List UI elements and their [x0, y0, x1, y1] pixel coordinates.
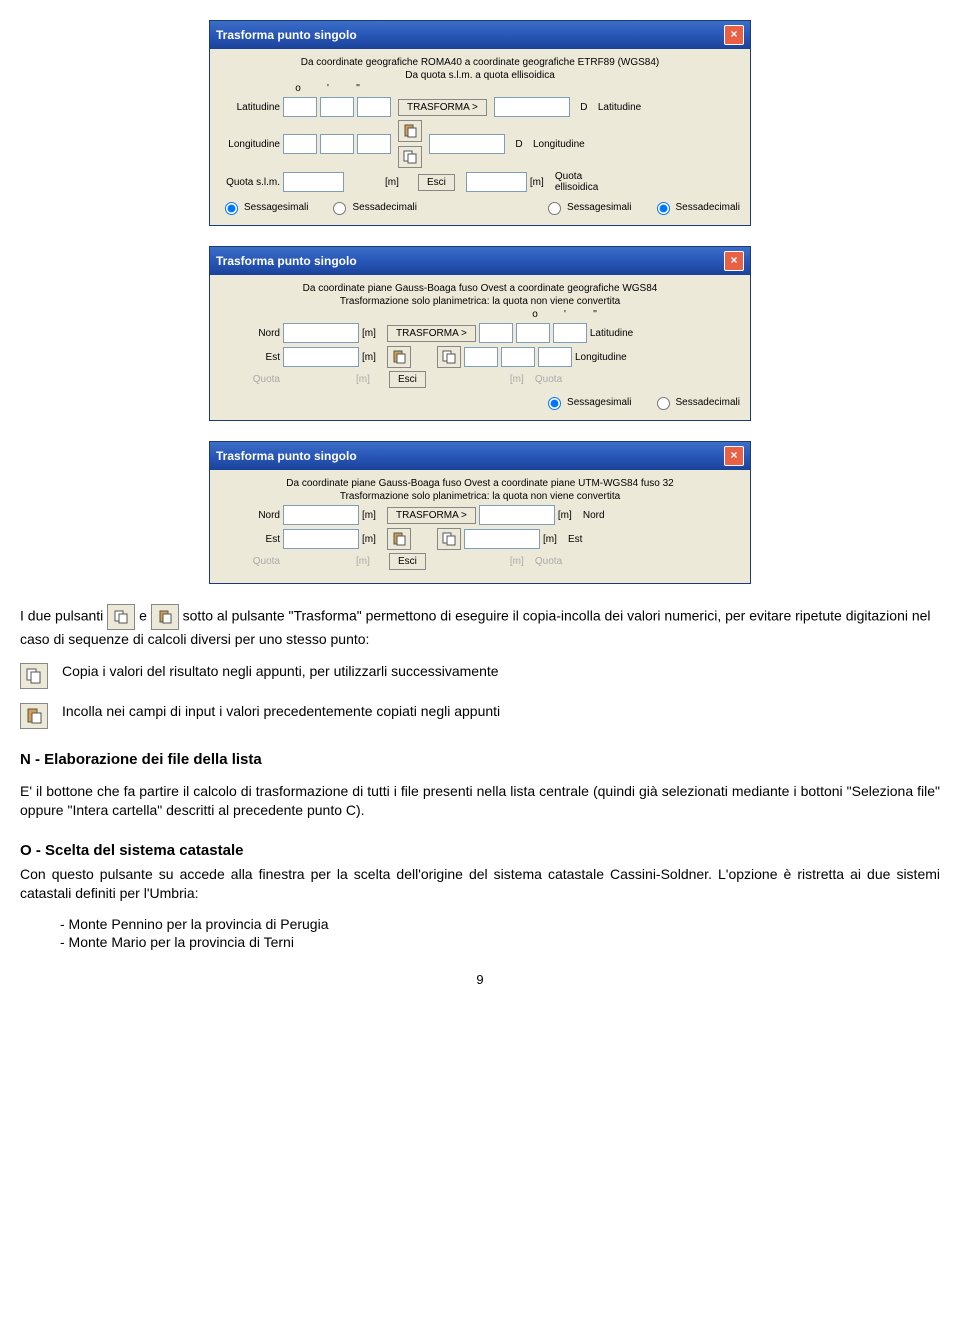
dialog-title: Trasforma punto singolo [216, 28, 357, 42]
copy-icon[interactable] [398, 146, 422, 168]
bullet-2: - Monte Mario per la provincia di Terni [60, 934, 940, 950]
paste-desc: Incolla nei campi di input i valori prec… [62, 703, 500, 719]
radio-sessag-r[interactable]: Sessagesimali [543, 199, 631, 215]
exit-button[interactable]: Esci [418, 174, 455, 191]
out-lon-m[interactable] [501, 347, 535, 367]
exit-button[interactable]: Esci [389, 371, 426, 388]
titlebar: Trasforma punto singolo × [210, 21, 750, 49]
copy-icon [20, 663, 48, 689]
out-lat-m[interactable] [516, 323, 550, 343]
label-quota: Quota [220, 556, 280, 567]
radio-sessag-l[interactable]: Sessagesimali [220, 199, 308, 215]
out-quota-input[interactable] [466, 172, 527, 192]
lat-deg-input[interactable] [283, 97, 317, 117]
exit-button[interactable]: Esci [389, 553, 426, 570]
transform-button[interactable]: TRASFORMA > [387, 325, 476, 342]
label-nord: Nord [220, 510, 280, 521]
lon-sec-input[interactable] [357, 134, 391, 154]
label-lon: Longitudine [220, 139, 280, 150]
bullet-1: - Monte Pennino per la provincia di Peru… [60, 916, 940, 932]
est-input[interactable] [283, 347, 359, 367]
label-nord: Nord [220, 328, 280, 339]
titlebar: Trasforma punto singolo × [210, 442, 750, 470]
copy-icon [107, 604, 135, 630]
label-lat: Latitudine [220, 102, 280, 113]
dialog-transform-3: Trasforma punto singolo × Da coordinate … [209, 441, 751, 584]
bullet-list: - Monte Pennino per la provincia di Peru… [60, 916, 940, 950]
paragraph-o: Con questo pulsante su accede alla fines… [20, 865, 940, 903]
close-icon[interactable]: × [724, 446, 744, 466]
heading-o: O - Scelta del sistema catastale [20, 842, 940, 859]
label-est: Est [220, 534, 280, 545]
radio-sessad-r[interactable]: Sessadecimali [652, 394, 740, 410]
radio-sessad-l[interactable]: Sessadecimali [328, 199, 416, 215]
page-number: 9 [20, 972, 940, 987]
desc-line-2: Trasformazione solo planimetrica: la quo… [220, 491, 740, 502]
dialog-title: Trasforma punto singolo [216, 449, 357, 463]
desc-line-1: Da coordinate piane Gauss-Boaga fuso Ove… [220, 283, 740, 294]
copy-desc: Copia i valori del risultato negli appun… [62, 663, 499, 679]
out-lat-s[interactable] [553, 323, 587, 343]
radio-sessag-r[interactable]: Sessagesimali [543, 394, 631, 410]
desc-line-1: Da coordinate geografiche ROMA40 a coord… [220, 57, 740, 68]
quota-input[interactable] [283, 172, 344, 192]
dialog-transform-1: Trasforma punto singolo × Da coordinate … [209, 20, 751, 226]
desc-line-2: Da quota s.l.m. a quota ellisoidica [220, 70, 740, 81]
close-icon[interactable]: × [724, 25, 744, 45]
dialog-title: Trasforma punto singolo [216, 254, 357, 268]
paste-icon[interactable] [387, 528, 411, 550]
nord-input[interactable] [283, 323, 359, 343]
lon-min-input[interactable] [320, 134, 354, 154]
paste-icon[interactable] [398, 120, 422, 142]
nord-input[interactable] [283, 505, 359, 525]
paragraph-intro: I due pulsanti e sotto al pulsante "Tras… [20, 604, 940, 649]
paragraph-n: E' il bottone che fa partire il calcolo … [20, 782, 940, 820]
copy-icon[interactable] [437, 346, 461, 368]
lat-min-input[interactable] [320, 97, 354, 117]
dialog-transform-2: Trasforma punto singolo × Da coordinate … [209, 246, 751, 421]
lon-deg-input[interactable] [283, 134, 317, 154]
lat-sec-input[interactable] [357, 97, 391, 117]
heading-n: N - Elaborazione dei file della lista [20, 751, 940, 768]
out-est-input[interactable] [464, 529, 540, 549]
out-lat-d[interactable] [479, 323, 513, 343]
paste-icon [151, 604, 179, 630]
out-lon-input[interactable] [429, 134, 505, 154]
paste-icon [20, 703, 48, 729]
transform-button[interactable]: TRASFORMA > [387, 507, 476, 524]
out-lon-s[interactable] [538, 347, 572, 367]
paste-icon[interactable] [387, 346, 411, 368]
out-lon-d[interactable] [464, 347, 498, 367]
transform-button[interactable]: TRASFORMA > [398, 99, 487, 116]
est-input[interactable] [283, 529, 359, 549]
out-lat-input[interactable] [494, 97, 570, 117]
radio-sessad-r[interactable]: Sessadecimali [652, 199, 740, 215]
close-icon[interactable]: × [724, 251, 744, 271]
label-quota: Quota s.l.m. [220, 177, 280, 188]
label-est: Est [220, 352, 280, 363]
desc-line-1: Da coordinate piane Gauss-Boaga fuso Ove… [220, 478, 740, 489]
copy-icon[interactable] [437, 528, 461, 550]
out-nord-input[interactable] [479, 505, 555, 525]
titlebar: Trasforma punto singolo × [210, 247, 750, 275]
label-quota: Quota [220, 374, 280, 385]
desc-line-2: Trasformazione solo planimetrica: la quo… [220, 296, 740, 307]
